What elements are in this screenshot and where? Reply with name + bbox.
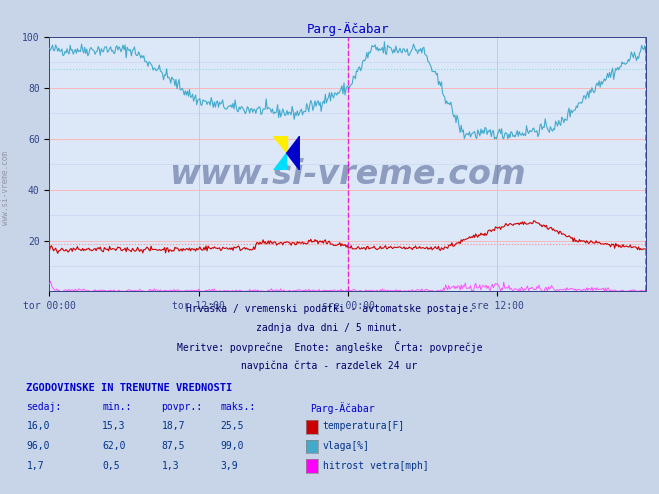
Text: Parg-Äčabar: Parg-Äčabar (310, 402, 374, 413)
Text: www.si-vreme.com: www.si-vreme.com (169, 158, 526, 191)
Text: maks.:: maks.: (221, 402, 256, 412)
Text: 18,7: 18,7 (161, 421, 185, 431)
Text: zadnja dva dni / 5 minut.: zadnja dva dni / 5 minut. (256, 323, 403, 332)
Text: hitrost vetra[mph]: hitrost vetra[mph] (323, 461, 428, 471)
Text: Hrvaška / vremenski podatki - avtomatske postaje.: Hrvaška / vremenski podatki - avtomatske… (186, 304, 473, 314)
Text: ZGODOVINSKE IN TRENUTNE VREDNOSTI: ZGODOVINSKE IN TRENUTNE VREDNOSTI (26, 383, 233, 393)
Text: Meritve: povprečne  Enote: angleške  Črta: povprečje: Meritve: povprečne Enote: angleške Črta:… (177, 341, 482, 353)
Text: temperatura[F]: temperatura[F] (323, 421, 405, 431)
Text: sedaj:: sedaj: (26, 402, 61, 412)
Polygon shape (273, 153, 287, 170)
Text: 3,9: 3,9 (221, 461, 239, 471)
Text: 87,5: 87,5 (161, 441, 185, 451)
Text: min.:: min.: (102, 402, 132, 412)
Text: 0,5: 0,5 (102, 461, 120, 471)
Text: 1,7: 1,7 (26, 461, 44, 471)
Text: 16,0: 16,0 (26, 421, 50, 431)
Text: 25,5: 25,5 (221, 421, 244, 431)
Text: povpr.:: povpr.: (161, 402, 202, 412)
Polygon shape (273, 136, 287, 153)
Text: 15,3: 15,3 (102, 421, 126, 431)
Text: 62,0: 62,0 (102, 441, 126, 451)
Title: Parg-Äčabar: Parg-Äčabar (306, 22, 389, 36)
Text: navpična črta - razdelek 24 ur: navpična črta - razdelek 24 ur (241, 360, 418, 370)
Text: vlaga[%]: vlaga[%] (323, 441, 370, 451)
Text: 96,0: 96,0 (26, 441, 50, 451)
Polygon shape (287, 136, 300, 170)
Text: 99,0: 99,0 (221, 441, 244, 451)
Text: 1,3: 1,3 (161, 461, 179, 471)
Text: www.si-vreme.com: www.si-vreme.com (1, 151, 10, 225)
